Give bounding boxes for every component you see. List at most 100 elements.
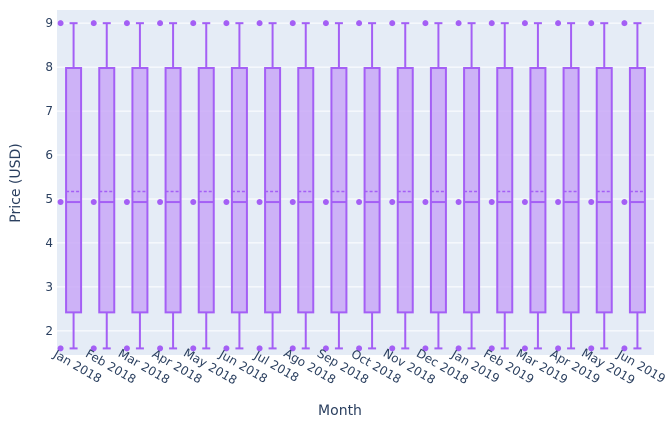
data-point [289,345,296,352]
box-13 [488,20,514,352]
data-point [422,199,429,206]
data-point [455,199,462,206]
y-tick-label: 6 [45,148,53,162]
box-body [164,67,182,314]
box-11 [422,20,447,352]
box-body [197,67,215,314]
box-10 [389,20,414,352]
box-1 [90,20,116,352]
data-point [389,20,396,27]
data-point [488,20,495,27]
data-point [488,199,495,206]
box-body [529,67,547,314]
box-body [628,67,646,314]
data-point [455,345,462,352]
data-point [90,20,97,27]
data-point [123,345,130,352]
data-point [389,199,396,206]
data-point [190,345,197,352]
grid-lines [57,22,654,332]
data-point [621,20,628,27]
data-point [322,345,329,352]
box-17 [621,20,646,352]
data-point [588,345,595,352]
box-body [297,67,315,314]
box-body [463,67,481,314]
box-series [57,20,646,352]
data-point [157,345,164,352]
box-5 [223,20,248,352]
data-point [356,199,363,206]
box-8 [322,20,348,352]
data-point [157,199,164,206]
box-body [363,67,381,314]
data-point [256,345,263,352]
data-point [521,345,528,352]
box-6 [256,20,282,352]
data-point [621,199,628,206]
box-0 [57,20,83,352]
y-tick-label: 2 [45,324,53,338]
data-point [123,20,130,27]
box-body [396,67,414,314]
box-body [562,67,580,314]
box-body [264,67,282,314]
data-point [455,20,462,27]
data-point [555,345,562,352]
box-14 [521,20,547,352]
data-point [223,199,230,206]
data-point [157,20,164,27]
y-tick-label: 4 [45,236,53,250]
box-body [230,67,248,314]
data-point [289,199,296,206]
y-tick-labels: 2 3 4 5 6 7 8 9 [45,16,53,338]
box-2 [123,20,149,352]
box-4 [190,20,215,352]
y-axis-title: Price (USD) [8,143,24,222]
box-body [131,67,149,314]
y-tick-label: 8 [45,60,53,74]
data-point [422,20,429,27]
data-point [356,20,363,27]
x-axis-title: Month [318,403,362,419]
data-point [555,199,562,206]
data-point [422,345,429,352]
data-point [123,199,130,206]
box-body [496,67,514,314]
y-tick-label: 5 [45,192,53,206]
box-12 [455,20,481,352]
data-point [223,345,230,352]
box-16 [588,20,613,352]
data-point [555,20,562,27]
data-point [289,20,296,27]
data-point [322,20,329,27]
box-9 [356,20,381,352]
data-point [521,199,528,206]
data-point [57,20,64,27]
data-point [90,199,97,206]
data-point [389,345,396,352]
data-point [621,345,628,352]
y-tick-label: 7 [45,104,53,118]
y-tick-label: 9 [45,16,53,30]
box-body [330,67,348,314]
box-7 [289,20,315,352]
data-point [256,20,263,27]
data-point [190,199,197,206]
data-point [322,199,329,206]
y-tick-label: 3 [45,280,53,294]
data-point [356,345,363,352]
box-body [98,67,116,314]
data-point [588,20,595,27]
box-body [429,67,447,314]
data-point [190,20,197,27]
box-3 [157,20,182,352]
data-point [57,345,64,352]
box-body [65,67,83,314]
data-point [521,20,528,27]
box-15 [555,20,580,352]
data-point [488,345,495,352]
data-point [588,199,595,206]
box-body [595,67,613,314]
